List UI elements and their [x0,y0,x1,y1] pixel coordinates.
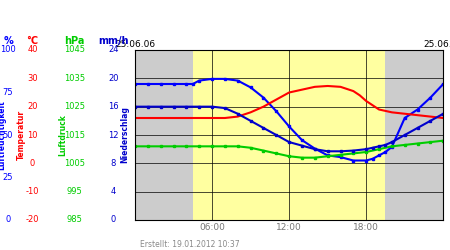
Text: hPa: hPa [64,36,85,46]
Text: 985: 985 [66,216,82,224]
Text: Luftdruck: Luftdruck [58,114,68,156]
Text: 1025: 1025 [64,102,85,111]
Text: 30: 30 [27,74,38,83]
Text: 995: 995 [67,187,82,196]
Text: 4: 4 [111,187,116,196]
Text: 25: 25 [3,173,14,182]
Text: 16: 16 [108,102,119,111]
Text: 8: 8 [111,159,116,168]
Text: 40: 40 [27,46,38,54]
Text: -20: -20 [26,216,39,224]
Text: 12: 12 [108,130,119,140]
Text: 100: 100 [0,46,16,54]
Text: Erstellt: 19.01.2012 10:37: Erstellt: 19.01.2012 10:37 [140,240,239,249]
Text: 1035: 1035 [64,74,85,83]
Text: %: % [3,36,13,46]
Text: 75: 75 [3,88,14,97]
Text: 1015: 1015 [64,130,85,140]
Text: 0: 0 [111,216,116,224]
Text: 24: 24 [108,46,119,54]
Text: 1045: 1045 [64,46,85,54]
Text: 50: 50 [3,130,14,140]
Text: 0: 0 [5,216,11,224]
Text: 10: 10 [27,130,38,140]
Text: 0: 0 [30,159,35,168]
Bar [193,50,386,220]
Text: -10: -10 [26,187,39,196]
Text: Temperatur: Temperatur [17,110,26,160]
Text: mm/h: mm/h [98,36,129,46]
Text: 1005: 1005 [64,159,85,168]
Text: 20: 20 [27,102,38,111]
Text: °C: °C [27,36,38,46]
Text: Niederschlag: Niederschlag [121,106,130,164]
Text: 20: 20 [108,74,119,83]
Text: Luftfeuchtigkeit: Luftfeuchtigkeit [0,100,6,170]
